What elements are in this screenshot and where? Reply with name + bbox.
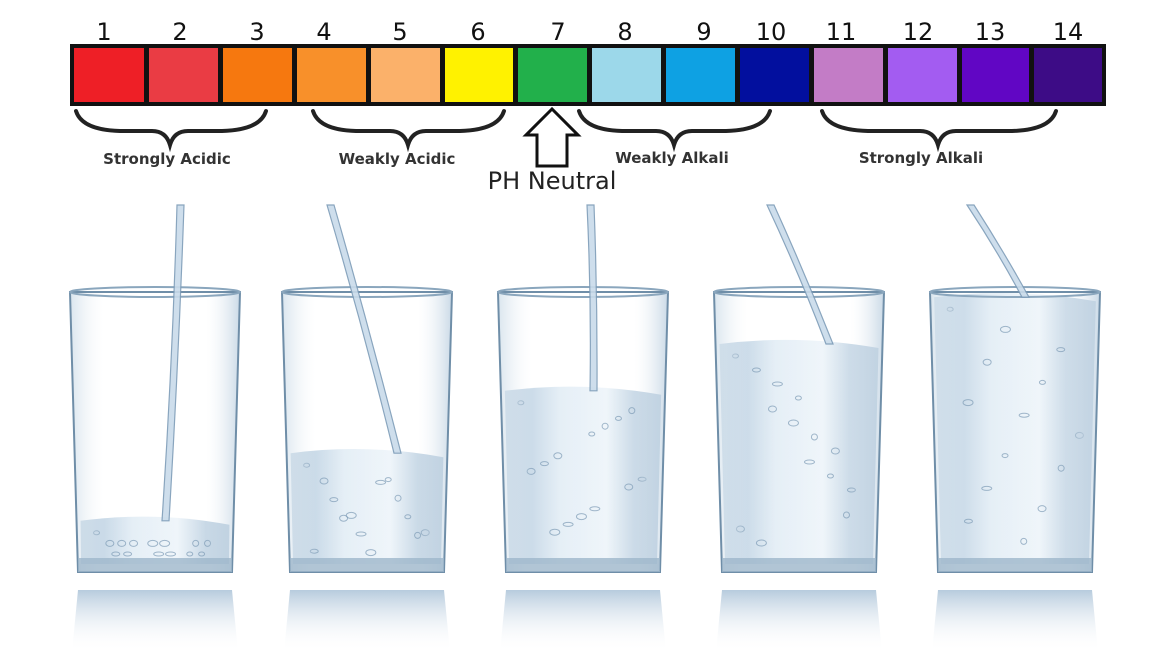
glass-base (506, 558, 660, 572)
ph-number-8: 8 (617, 18, 632, 46)
ph-swatch-2 (149, 48, 218, 102)
ph-swatch-1 (74, 48, 144, 102)
ph-number-1: 1 (96, 18, 111, 46)
glass-body (70, 292, 240, 572)
ph-swatch-5 (371, 48, 440, 102)
ph-swatch-3 (223, 48, 292, 102)
ph-swatch-9 (666, 48, 735, 102)
glass-base (290, 558, 444, 572)
glass-5 (930, 205, 1100, 652)
brace-weakly-acidic (313, 111, 504, 145)
ph-number-labels: 1 2 3 4 5 6 7 8 9 10 11 12 13 14 (96, 18, 1083, 46)
ph-number-7: 7 (550, 18, 565, 46)
ph-swatch-6 (445, 48, 513, 102)
ph-number-6: 6 (470, 18, 485, 46)
ph-swatch-12 (888, 48, 957, 102)
ph-swatch-10 (740, 48, 809, 102)
glass-2 (282, 205, 452, 652)
ph-number-4: 4 (316, 18, 331, 46)
glass-reflection (932, 590, 1098, 652)
ph-number-9: 9 (696, 18, 711, 46)
neutral-arrow-icon (526, 109, 578, 166)
label-strongly-acidic: Strongly Acidic (103, 150, 231, 168)
brace-weakly-alkali (579, 111, 770, 145)
brace-strongly-alkali (822, 111, 1056, 145)
glass-4 (714, 205, 884, 652)
glass-body (498, 292, 668, 572)
glass-base (78, 558, 232, 572)
glass-reflection (284, 590, 450, 652)
glass-reflection (72, 590, 238, 652)
ph-number-14: 14 (1053, 18, 1084, 46)
ph-number-13: 13 (975, 18, 1006, 46)
ph-swatch-14 (1034, 48, 1102, 102)
ph-number-10: 10 (756, 18, 787, 46)
label-weakly-alkali: Weakly Alkali (615, 149, 729, 167)
water-glasses (70, 205, 1100, 652)
glass-base (938, 558, 1092, 572)
ph-swatch-7 (518, 48, 587, 102)
glass-base (722, 558, 876, 572)
water-stream (967, 205, 1029, 297)
glass-body (930, 292, 1100, 572)
ph-swatch-13 (962, 48, 1029, 102)
ph-number-2: 2 (172, 18, 187, 46)
ph-number-11: 11 (826, 18, 857, 46)
brace-strongly-acidic (76, 111, 266, 145)
glass-body (714, 292, 884, 572)
ph-number-3: 3 (249, 18, 264, 46)
glass-1 (70, 205, 240, 652)
ph-swatch-11 (814, 48, 883, 102)
ph-swatch-8 (592, 48, 661, 102)
ph-number-5: 5 (392, 18, 407, 46)
ph-number-12: 12 (903, 18, 934, 46)
label-weakly-acidic: Weakly Acidic (339, 150, 456, 168)
label-ph-neutral: PH Neutral (488, 167, 617, 195)
glass-reflection (716, 590, 882, 652)
label-strongly-alkali: Strongly Alkali (859, 149, 983, 167)
glass-reflection (500, 590, 666, 652)
glass-3 (498, 205, 668, 652)
ph-swatch-4 (297, 48, 366, 102)
